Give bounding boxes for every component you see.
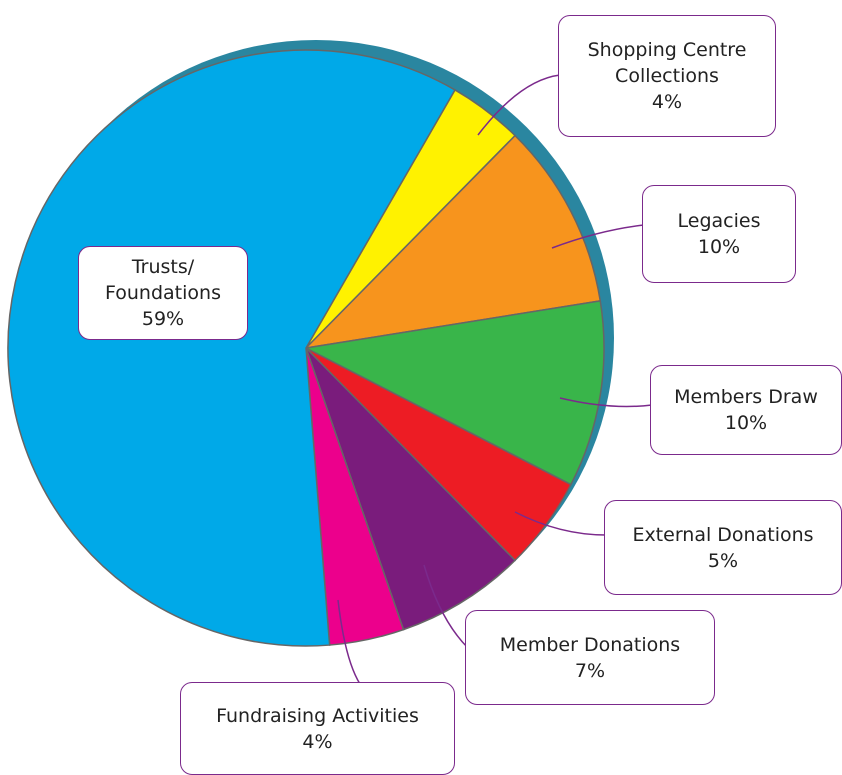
- value-label: 5%: [707, 549, 739, 572]
- callout: Members Draw 10%: [650, 365, 842, 455]
- value-label: 4%: [651, 91, 683, 113]
- value-label: 7%: [574, 659, 606, 682]
- leader-lines: [337, 74, 653, 685]
- pie-slice: [303, 134, 602, 350]
- category-label: Legacies: [677, 210, 761, 232]
- callout: Shopping Centre Collections 4%: [558, 15, 776, 137]
- value-label: 59%: [141, 308, 185, 330]
- category-label: Fundraising Activities: [216, 704, 419, 727]
- slices: [7, 49, 605, 647]
- callout: Trusts/ Foundations 59%: [78, 246, 248, 340]
- value-label: 10%: [697, 236, 741, 258]
- pie-slice: [303, 300, 605, 486]
- value-label: 10%: [724, 412, 768, 434]
- category-label: External Donations: [632, 523, 814, 546]
- category-label: Member Donations: [499, 633, 681, 656]
- category-label: Shopping Centre Collections: [587, 39, 747, 87]
- category-label: Members Draw: [674, 386, 818, 408]
- pie-slice: [7, 49, 457, 647]
- category-label: Trusts/ Foundations: [105, 256, 221, 304]
- value-label: 4%: [302, 730, 333, 753]
- callout: External Donations 5%: [604, 500, 842, 595]
- pie-slice: [305, 347, 517, 631]
- callout: Legacies 10%: [642, 185, 796, 283]
- callout: Fundraising Activities 4%: [180, 682, 455, 775]
- callout: Member Donations 7%: [465, 610, 715, 705]
